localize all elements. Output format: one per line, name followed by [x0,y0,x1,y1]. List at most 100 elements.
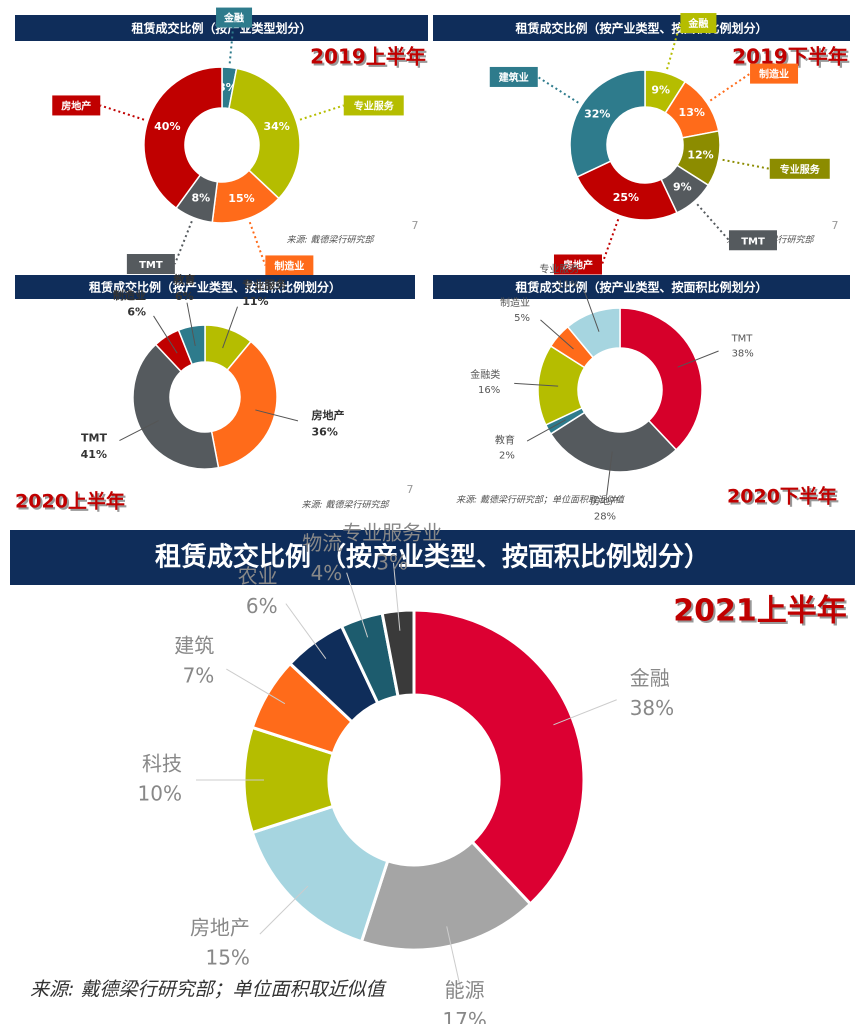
donut-segment [228,67,301,200]
value-label: 4% [311,561,343,585]
leader-line [259,885,309,935]
value-label: 41% [81,448,107,461]
value-label: 8% [191,191,210,204]
period-label-shadow: 2019上半年 [310,45,426,69]
title-bar [433,275,850,299]
category-label: 建筑 [174,633,214,657]
donut-segment [177,324,206,366]
category-box [553,254,602,275]
category-label: 能源 [445,978,485,1002]
category-label: 专业服务 [354,99,395,112]
chart-title: 租赁成交比例（按产业类型、按面积比例划分） [89,280,341,295]
value-label: 32% [584,108,610,121]
page-number: 7 [832,219,839,232]
leader-line [248,221,267,266]
category-label: 金融 [630,666,670,690]
value-label: 38% [732,348,754,359]
category-label: 建筑业 [498,71,529,84]
chart-title: 租赁成交比例（按产业类型、按面积比例划分） [515,280,767,295]
leader-line [553,699,617,726]
category-box [680,13,717,34]
value-label: 6% [246,594,278,618]
category-box [489,66,538,87]
leader-line [222,306,238,349]
period-label: 2021上半年 [675,596,849,631]
leader-line [526,419,566,442]
category-label: TMT [731,333,754,344]
value-label: 6% [175,290,194,303]
donut-segment [549,411,678,473]
value-label: 3% [376,551,408,575]
leader-line [722,158,770,170]
value-label: 5% [514,313,530,324]
category-label: 制造业 [500,296,530,309]
leader-line [173,220,193,265]
leader-line [153,315,178,354]
category-label: TMT [741,236,765,247]
category-label: 教育 [495,433,515,446]
category-box [343,95,404,116]
title-bar [10,530,855,585]
category-label: 房地产 [190,916,250,940]
donut-segment [412,608,586,907]
leader-line [226,668,286,705]
leader-line [696,203,730,241]
value-label: 15% [205,946,249,970]
value-label: 25% [613,191,639,204]
value-label: 7% [183,663,215,687]
donut-segment [566,307,621,359]
leader-line [99,104,145,121]
title-bar [433,15,850,41]
category-label: 金融 [223,12,244,25]
chart-title: 租赁成交比例（按产业类型、按面积比例划分） [515,21,767,36]
category-label: 专业服务业 [342,521,442,545]
value-label: 34% [264,120,290,133]
leader-line [299,104,345,121]
source-note: 来源: 戴德梁行研究部；单位面积取近似值 [30,979,387,1001]
donut-segment [619,307,703,451]
leader-line [540,319,574,350]
category-label: 金融 [687,17,708,30]
leader-line [677,350,719,368]
donut-segment [569,69,646,178]
value-label: 15% [228,192,254,205]
category-label: 房地产 [590,495,620,508]
period-label-shadow: 2020上半年 [15,490,125,513]
leader-line [514,382,559,387]
category-label: 制造业 [274,259,304,272]
category-box [52,95,101,116]
value-label: 10% [138,782,182,806]
category-label: 制造业 [113,288,146,302]
leader-line [583,290,600,332]
value-label: 9% [651,84,670,97]
value-label: 28% [594,512,616,523]
value-label: 17% [442,1008,486,1024]
donut-segment [576,160,678,221]
category-label: 物流 [302,531,342,555]
category-label: 农业 [238,564,278,588]
page-number: 7 [407,483,414,496]
leader-line [606,451,613,496]
value-label: 38% [630,696,674,720]
chart-title: 租赁成交比例（按产业类型划分） [131,21,311,36]
value-label: 6% [127,305,146,318]
donut-segment [359,839,533,952]
leader-line [709,72,751,102]
leader-line [346,572,369,638]
category-box [265,255,314,276]
page-number: 7 [412,219,419,232]
value-label: 40% [154,120,180,133]
category-label: 金融类 [470,368,500,381]
category-label: 专业服务 [242,277,287,291]
category-box [769,158,830,179]
period-label: 2019上半年 [312,47,428,71]
category-label: TMT [139,260,163,271]
category-box [750,63,799,84]
category-label: 制造业 [759,68,789,81]
category-label: 房地产 [61,99,91,112]
period-label-shadow: 2020下半年 [727,485,837,508]
value-label: 11% [557,280,579,291]
category-label: 房地产 [312,408,345,422]
donut-segment [210,340,278,469]
